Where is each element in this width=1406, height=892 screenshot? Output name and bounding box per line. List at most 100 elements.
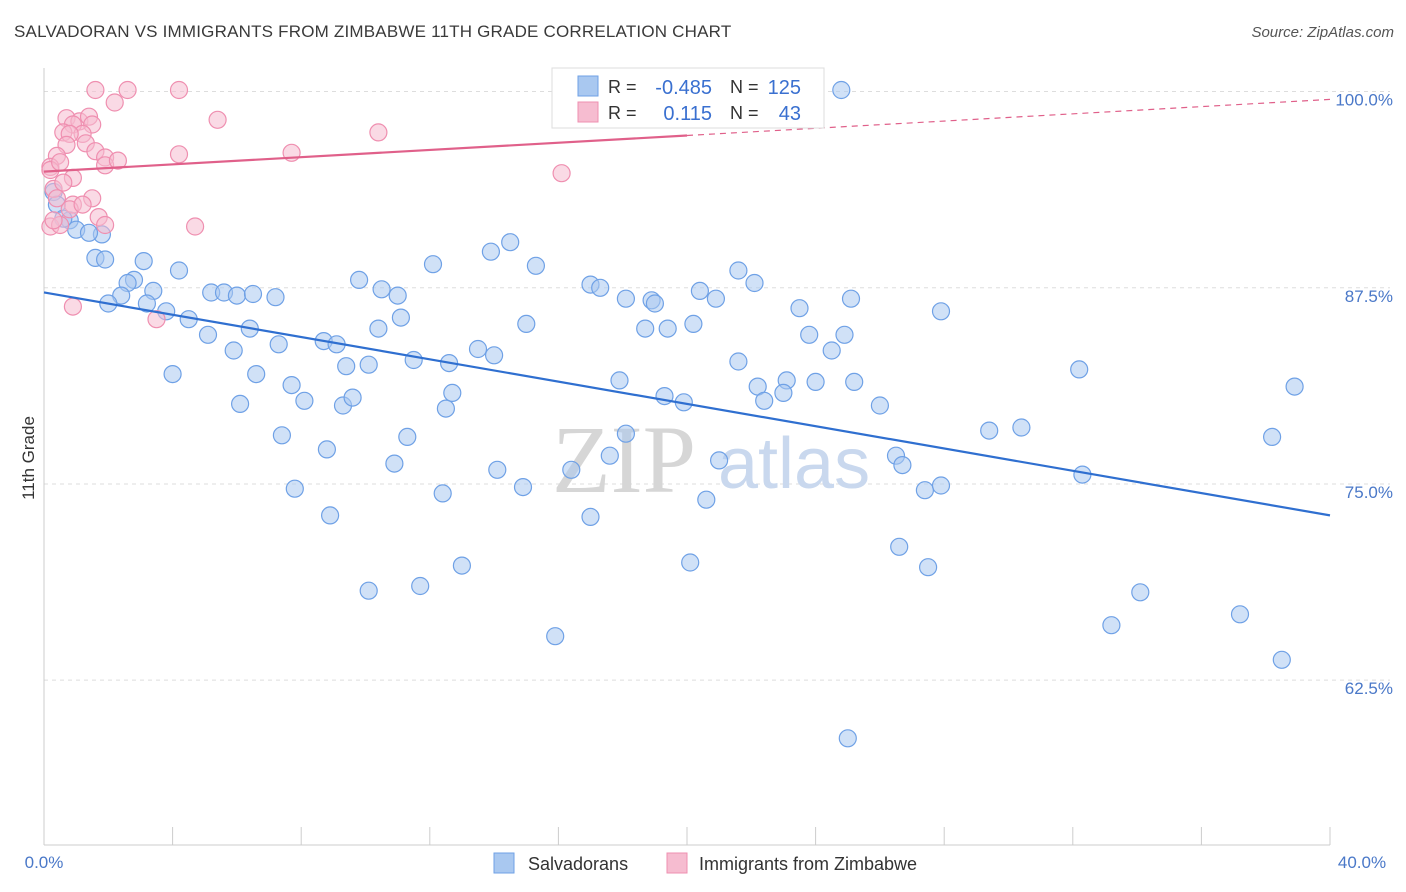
salvadoran-point — [745, 273, 764, 293]
salvadoran-point — [870, 396, 890, 415]
y-tick-label: 87.5% — [1345, 287, 1393, 306]
salvadoran-point — [1272, 650, 1291, 669]
salvadoran-point — [822, 341, 841, 360]
salvadoran-point — [800, 325, 819, 344]
salvadoran-point — [845, 372, 864, 391]
salvadoran-point — [452, 556, 471, 575]
salvadoran-point — [838, 729, 857, 748]
salvadoran-point — [137, 294, 156, 313]
legend-r-value-pink: 0.115 — [663, 103, 712, 125]
salvadoran-point — [485, 346, 504, 365]
y-tick-labels: 62.5% 75.0% 87.5% 100.0% — [1335, 91, 1393, 699]
watermark-zip: ZIP — [552, 406, 696, 513]
salvadoran-point — [272, 426, 291, 445]
salvadoran-point — [790, 299, 809, 318]
zimbabwe-point — [108, 151, 128, 170]
salvadoran-point — [359, 581, 378, 600]
trend-line-salvadorans — [43, 291, 1331, 517]
salvadoran-point — [1131, 583, 1150, 602]
salvadoran-point — [247, 365, 266, 384]
salvadoran-point — [931, 476, 951, 495]
salvadoran-point — [285, 479, 304, 498]
salvadoran-point — [931, 302, 951, 321]
salvadoran-point — [513, 478, 533, 497]
salvadoran-point — [890, 537, 909, 556]
zimbabwe-point — [50, 153, 70, 172]
zimbabwe-point — [118, 80, 137, 100]
salvadoran-point — [1070, 360, 1089, 379]
salvadoran-point — [980, 421, 999, 440]
salvadoran-point — [385, 454, 404, 473]
salvadoran-point — [398, 427, 417, 446]
y-tick-label: 62.5% — [1345, 679, 1393, 698]
x-tick-label-min: 0.0% — [25, 853, 64, 872]
salvadoran-point — [645, 294, 665, 313]
salvadoran-point — [1285, 377, 1304, 396]
zimbabwe-point — [105, 93, 124, 112]
zimbabwe-point — [73, 195, 92, 214]
salvadoran-point — [95, 250, 115, 269]
salvadoran-point — [690, 281, 710, 300]
trend-line-zimbabwe — [43, 134, 688, 173]
zimbabwe-point — [147, 310, 166, 329]
x-ticks — [43, 827, 1331, 845]
salvadoran-point — [443, 383, 462, 402]
salvadoran-point — [481, 242, 500, 261]
salvadoran-point — [369, 319, 388, 338]
salvadoran-point — [266, 288, 285, 307]
salvadoran-point — [915, 481, 935, 500]
salvadoran-point — [517, 314, 536, 333]
salvadoran-point — [1012, 418, 1031, 437]
salvadoran-point — [681, 553, 700, 572]
salvadoran-point — [616, 289, 636, 308]
zimbabwe-point — [169, 145, 189, 164]
salvadoran-point — [436, 399, 455, 418]
salvadoran-point — [433, 484, 452, 503]
salvadoran-point — [231, 394, 250, 413]
series-zimbabwe-points — [41, 80, 571, 329]
series-legend-label-pink: Immigrants from Zimbabwe — [699, 854, 917, 874]
x-tick-label-max: 40.0% — [1338, 853, 1386, 872]
zimbabwe-point — [208, 110, 227, 129]
legend-r-value-blue: -0.485 — [655, 77, 712, 99]
salvadoran-point — [337, 357, 356, 376]
zimbabwe-point — [44, 211, 63, 230]
series-legend-swatch-blue — [493, 852, 515, 874]
salvadoran-point — [755, 391, 774, 410]
salvadoran-point — [243, 284, 263, 304]
salvadoran-point — [600, 446, 619, 465]
salvadoran-point — [832, 80, 851, 100]
salvadoran-point — [709, 451, 729, 470]
salvadoran-point — [295, 391, 314, 410]
salvadoran-point — [684, 314, 703, 333]
zimbabwe-point — [86, 80, 105, 100]
trend-line-zimbabwe-extension — [686, 98, 1331, 137]
zimbabwe-point — [47, 189, 67, 208]
watermark-atlas: atlas — [718, 424, 870, 504]
legend-r-label-blue: R = — [608, 77, 637, 97]
legend-swatch-pink — [577, 101, 599, 123]
salvadoran-point — [169, 261, 189, 280]
zimbabwe-point — [63, 297, 83, 316]
salvadoran-point — [1230, 605, 1250, 624]
legend-n-label-blue: N = — [730, 77, 759, 97]
salvadoran-point — [321, 506, 340, 525]
salvadoran-point — [468, 339, 488, 359]
salvadoran-point — [562, 460, 581, 479]
salvadoran-point — [198, 325, 218, 344]
legend-n-value-blue: 125 — [768, 77, 801, 99]
watermark: ZIP atlas — [552, 406, 870, 513]
salvadoran-point — [163, 365, 182, 384]
salvadoran-point — [359, 355, 378, 374]
source-label: Source: ZipAtlas.com — [1251, 24, 1394, 41]
trend-lines — [43, 98, 1331, 517]
salvadoran-point — [411, 576, 430, 596]
salvadoran-point — [501, 233, 520, 252]
salvadoran-point — [1102, 616, 1121, 635]
salvadoran-point — [729, 352, 748, 371]
salvadoran-point — [1073, 465, 1092, 484]
series-legend: Salvadorans Immigrants from Zimbabwe — [493, 852, 917, 874]
gridlines — [44, 91, 1390, 681]
salvadoran-point — [636, 319, 655, 338]
